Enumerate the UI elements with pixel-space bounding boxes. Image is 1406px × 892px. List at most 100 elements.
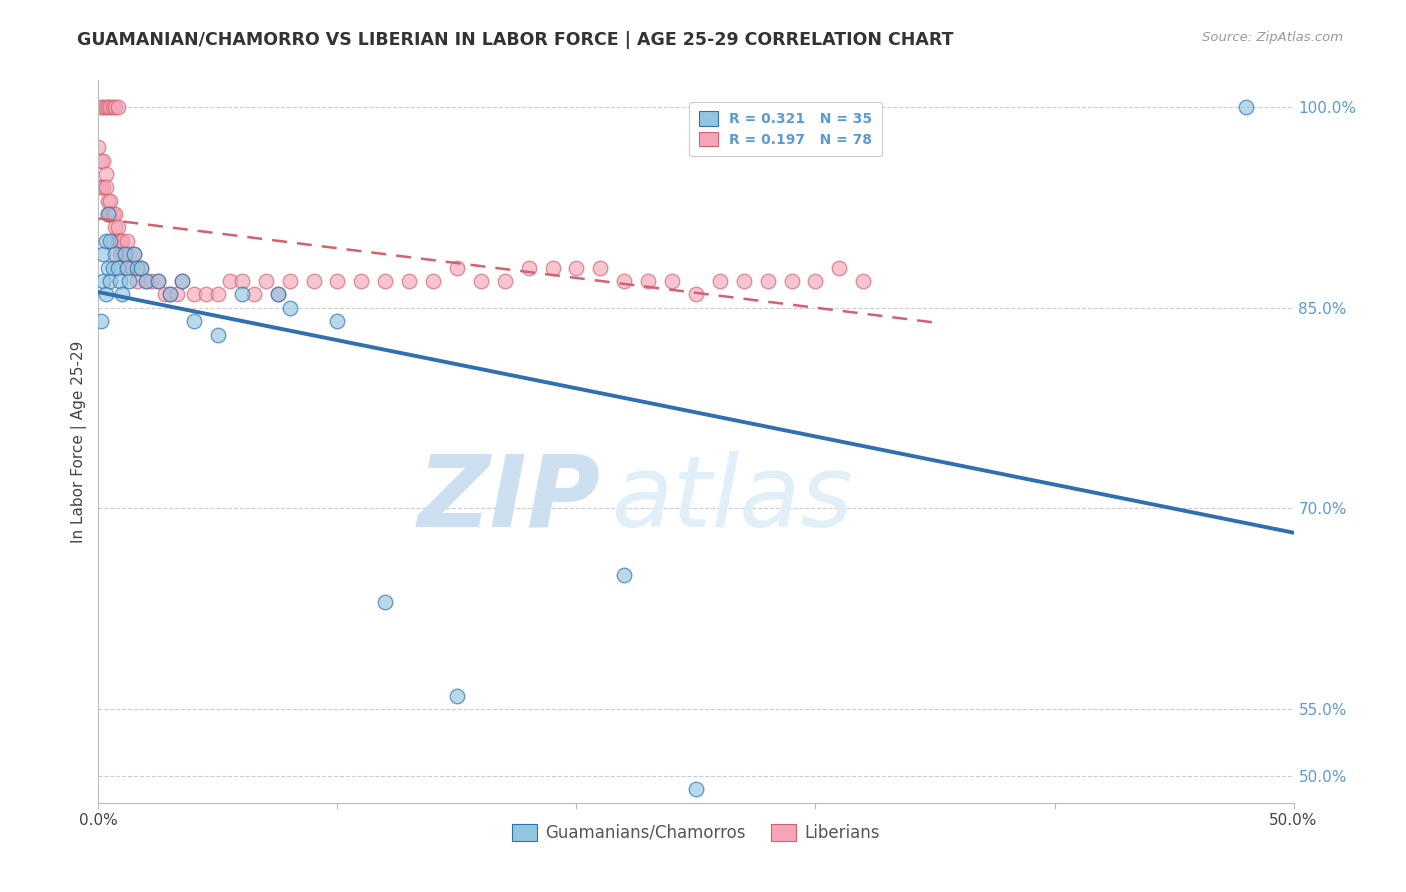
Point [267, 287, 290, 301]
Point [494, 274, 516, 288]
Point [565, 260, 588, 275]
Point [828, 260, 851, 275]
Point [470, 274, 492, 288]
Point [613, 568, 636, 582]
Point [111, 234, 134, 248]
Point [98, 194, 122, 208]
Text: GUAMANIAN/CHAMORRO VS LIBERIAN IN LABOR FORCE | AGE 25-29 CORRELATION CHART: GUAMANIAN/CHAMORRO VS LIBERIAN IN LABOR … [77, 31, 953, 49]
Point [131, 260, 153, 275]
Point [97, 207, 120, 221]
Text: ZIP: ZIP [418, 450, 600, 548]
Point [94, 234, 117, 248]
Point [87, 180, 110, 194]
Point [148, 274, 170, 288]
Point [118, 274, 141, 288]
Point [101, 260, 124, 275]
Point [91, 247, 114, 261]
Point [101, 234, 124, 248]
Point [101, 207, 124, 221]
Point [104, 100, 127, 114]
Point [326, 314, 349, 328]
Point [756, 274, 779, 288]
Point [139, 274, 162, 288]
Point [97, 100, 120, 114]
Point [350, 274, 373, 288]
Point [148, 274, 170, 288]
Point [94, 287, 117, 301]
Point [1234, 100, 1257, 114]
Point [91, 100, 114, 114]
Point [104, 220, 127, 235]
Point [195, 287, 218, 301]
Point [254, 274, 277, 288]
Point [124, 247, 146, 261]
Point [733, 274, 755, 288]
Point [131, 260, 153, 275]
Point [852, 274, 875, 288]
Point [231, 287, 253, 301]
Point [541, 260, 564, 275]
Point [374, 595, 396, 609]
Point [107, 220, 129, 235]
Point [91, 274, 114, 288]
Point [685, 287, 707, 301]
Point [107, 234, 129, 248]
Point [166, 287, 188, 301]
Point [90, 180, 112, 194]
Point [98, 274, 122, 288]
Point [685, 782, 707, 797]
Point [118, 247, 141, 261]
Point [107, 100, 129, 114]
Point [155, 287, 177, 301]
Point [94, 180, 117, 194]
Point [709, 274, 731, 288]
Point [111, 247, 134, 261]
Point [183, 314, 205, 328]
Point [589, 260, 612, 275]
Point [172, 274, 194, 288]
Point [135, 274, 157, 288]
Point [278, 274, 301, 288]
Point [517, 260, 540, 275]
Y-axis label: In Labor Force | Age 25-29: In Labor Force | Age 25-29 [72, 341, 87, 542]
Point [302, 274, 325, 288]
Point [278, 301, 301, 315]
Point [91, 180, 114, 194]
Point [183, 287, 205, 301]
Point [159, 287, 181, 301]
Point [219, 274, 242, 288]
Point [804, 274, 827, 288]
Point [91, 153, 114, 168]
Point [267, 287, 290, 301]
Point [101, 100, 124, 114]
Point [207, 287, 229, 301]
Point [115, 234, 138, 248]
Point [90, 314, 112, 328]
Legend: Guamanians/Chamorros, Liberians: Guamanians/Chamorros, Liberians [506, 817, 886, 848]
Text: atlas: atlas [613, 450, 853, 548]
Point [108, 234, 131, 248]
Point [172, 274, 194, 288]
Point [446, 689, 468, 703]
Point [94, 100, 117, 114]
Point [90, 100, 112, 114]
Point [104, 207, 127, 221]
Point [159, 287, 181, 301]
Point [637, 274, 659, 288]
Point [115, 260, 138, 275]
Point [114, 247, 136, 261]
Point [125, 274, 148, 288]
Point [94, 167, 117, 181]
Point [90, 153, 112, 168]
Point [121, 260, 143, 275]
Point [98, 207, 122, 221]
Text: Source: ZipAtlas.com: Source: ZipAtlas.com [1202, 31, 1343, 45]
Point [98, 234, 122, 248]
Point [115, 260, 138, 275]
Point [124, 247, 146, 261]
Point [243, 287, 266, 301]
Point [87, 140, 110, 154]
Point [398, 274, 420, 288]
Point [613, 274, 636, 288]
Point [422, 274, 444, 288]
